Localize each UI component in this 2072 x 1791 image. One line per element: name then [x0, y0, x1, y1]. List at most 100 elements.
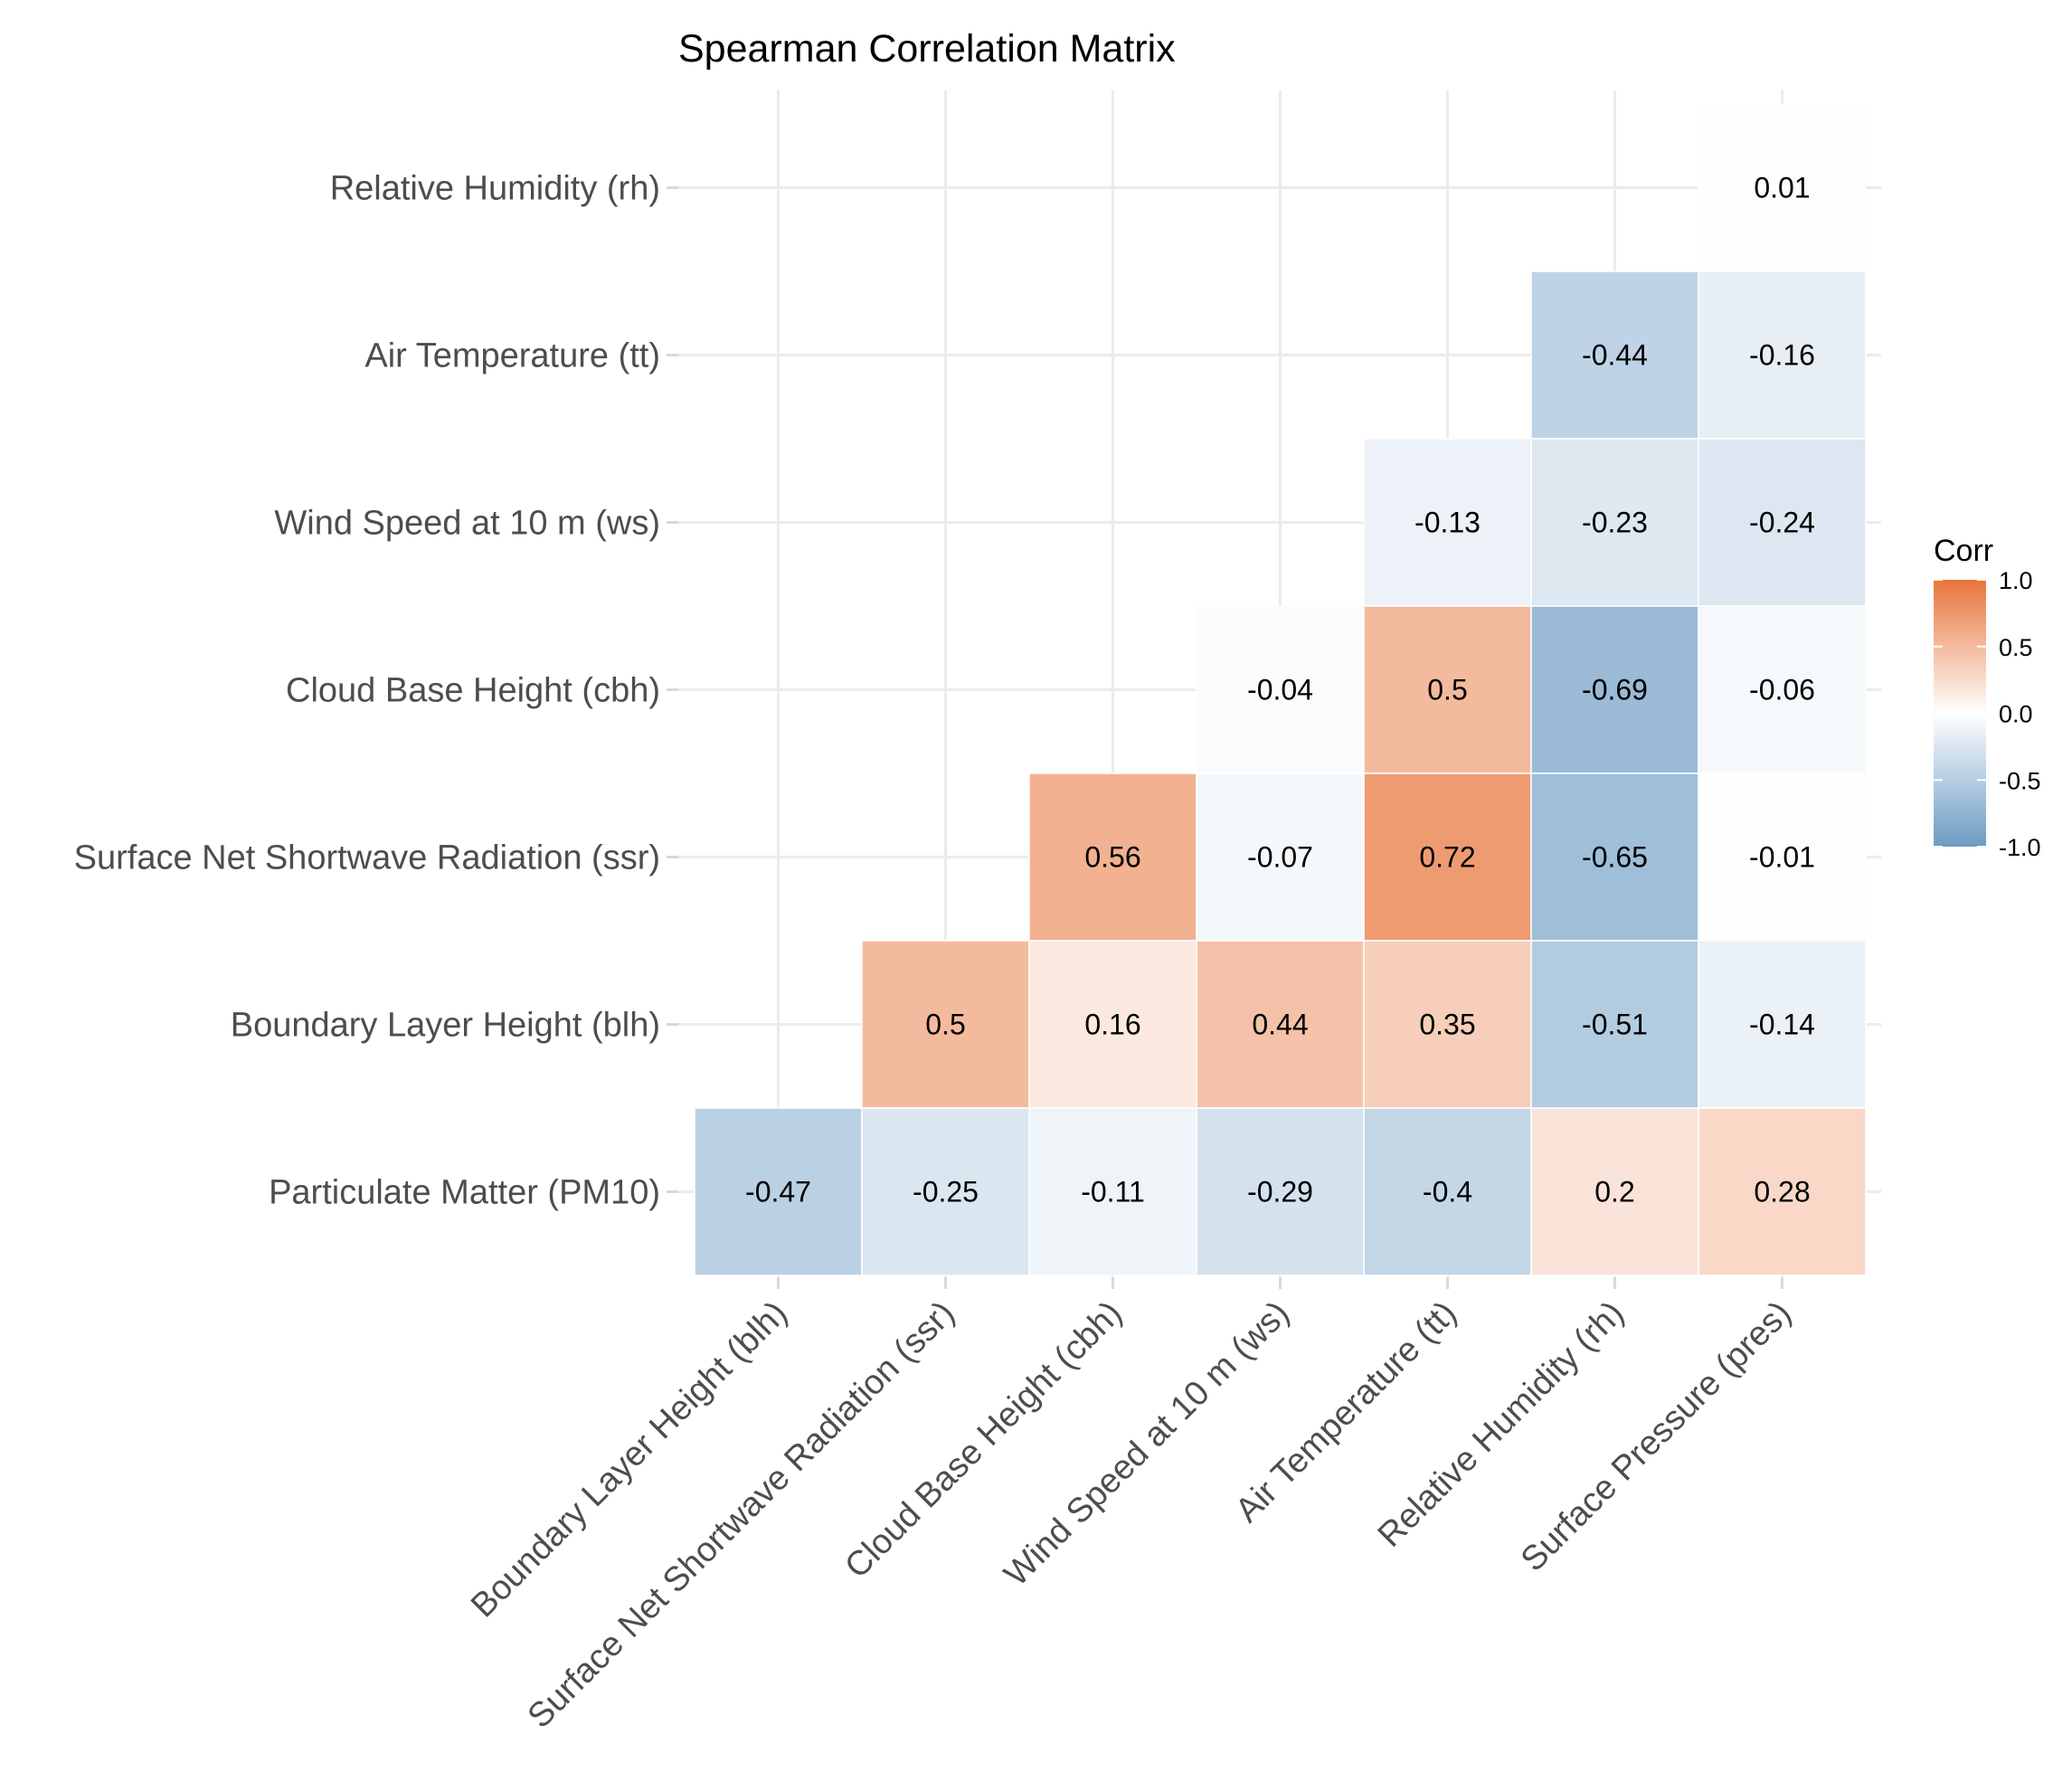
x-axis-label: Boundary Layer Height (blh) — [464, 1294, 795, 1625]
heatmap-cell-fill — [1028, 940, 1197, 1109]
legend-tick-label: 0.0 — [1999, 701, 2033, 728]
heatmap-cell-fill — [1028, 1107, 1197, 1276]
heatmap-cell: -0.65 — [1530, 772, 1699, 942]
heatmap-cells: 0.01 -0.44 -0.16 -0.13 -0.23 -0.24 -0.04 0.5 -0.… — [694, 103, 1867, 1276]
heatmap-cell-label: 0.44 — [1252, 1009, 1308, 1041]
y-axis-label: Boundary Layer Height (blh) — [231, 1007, 660, 1045]
y-axis-label: Relative Humidity (rh) — [330, 170, 660, 208]
heatmap-cell-label: 0.72 — [1419, 841, 1475, 874]
heatmap-cell: 0.5 — [861, 940, 1030, 1109]
heatmap-cell: -0.4 — [1363, 1107, 1532, 1276]
heatmap-cell-label: 0.2 — [1594, 1176, 1634, 1208]
heatmap-cell: -0.07 — [1196, 772, 1365, 942]
y-axis-labels: Relative Humidity (rh) Air Temperature (t… — [74, 170, 660, 1212]
x-axis-label: Cloud Base Height (cbh) — [837, 1294, 1129, 1586]
heatmap-cell: -0.14 — [1698, 940, 1867, 1109]
heatmap-cell: 0.72 — [1363, 772, 1532, 942]
heatmap-cell-label: 0.5 — [925, 1009, 965, 1041]
heatmap-cell: -0.06 — [1698, 605, 1867, 774]
y-axis-label: Air Temperature (tt) — [364, 337, 660, 375]
x-axis-label: Surface Pressure (pres) — [1514, 1294, 1799, 1579]
heatmap-cell: -0.51 — [1530, 940, 1699, 1109]
heatmap-cell: -0.11 — [1028, 1107, 1197, 1276]
heatmap-cell-label: -0.06 — [1749, 674, 1815, 706]
heatmap-cell: 0.44 — [1196, 940, 1365, 1109]
y-axis-label: Cloud Base Height (cbh) — [286, 672, 660, 710]
heatmap-cell-fill — [1698, 1107, 1867, 1276]
heatmap-cell-fill — [1363, 772, 1532, 942]
heatmap-cell-fill — [1363, 1107, 1532, 1276]
heatmap-cell: 0.5 — [1363, 605, 1532, 774]
x-axis-label: Wind Speed at 10 m (ws) — [998, 1294, 1297, 1594]
heatmap-cell: -0.16 — [1698, 270, 1867, 440]
heatmap-cell-fill — [1698, 438, 1867, 607]
heatmap-cell-fill — [1698, 940, 1867, 1109]
heatmap-cell: -0.13 — [1363, 438, 1532, 607]
heatmap-cell-fill — [1196, 605, 1365, 774]
y-axis-label: Wind Speed at 10 m (ws) — [274, 505, 660, 543]
heatmap-cell-label: -0.51 — [1582, 1009, 1648, 1041]
heatmap-cell: 0.2 — [1530, 1107, 1699, 1276]
heatmap-cell-label: 0.5 — [1427, 674, 1467, 706]
heatmap-cell: -0.23 — [1530, 438, 1699, 607]
heatmap-cell-fill — [1530, 605, 1699, 774]
heatmap-cell-label: -0.23 — [1582, 507, 1648, 539]
heatmap-cell-label: -0.65 — [1582, 841, 1648, 874]
heatmap-cell-fill — [861, 940, 1030, 1109]
legend-tick-label: 0.5 — [1999, 634, 2033, 661]
heatmap-cell-fill — [1698, 772, 1867, 942]
legend-title: Corr — [1934, 534, 1993, 568]
heatmap-cell-label: -0.69 — [1582, 674, 1648, 706]
heatmap-cell: -0.47 — [694, 1107, 863, 1276]
heatmap-cell-label: -0.16 — [1749, 339, 1815, 372]
heatmap-cell-label: -0.44 — [1582, 339, 1648, 372]
legend-tick-label: -0.5 — [1999, 767, 2041, 794]
heatmap-cell: -0.01 — [1698, 772, 1867, 942]
axis-ticks — [667, 186, 1783, 1289]
heatmap-cell-label: -0.24 — [1749, 507, 1815, 539]
heatmap-cell: -0.25 — [861, 1107, 1030, 1276]
heatmap-cell-label: 0.16 — [1084, 1009, 1140, 1041]
heatmap-cell-label: 0.28 — [1754, 1176, 1810, 1208]
heatmap-cell: 0.56 — [1028, 772, 1197, 942]
x-axis-labels: Boundary Layer Height (blh)Surface Net S… — [464, 1294, 1799, 1736]
heatmap-cell-fill — [861, 1107, 1030, 1276]
heatmap-cell-label: -0.11 — [1081, 1176, 1145, 1208]
heatmap-cell-fill — [1698, 605, 1867, 774]
heatmap-cell-label: -0.01 — [1749, 841, 1815, 874]
heatmap-cell-label: 0.01 — [1754, 172, 1810, 204]
heatmap-cell: -0.24 — [1698, 438, 1867, 607]
heatmap-cell: -0.29 — [1196, 1107, 1365, 1276]
chart-title: Spearman Correlation Matrix — [678, 27, 1176, 71]
heatmap-cell-label: 0.56 — [1084, 841, 1140, 874]
heatmap-cell-label: -0.29 — [1247, 1176, 1313, 1208]
heatmap-cell-fill — [1530, 270, 1699, 440]
heatmap-cell-fill — [1698, 103, 1867, 272]
heatmap-cell-fill — [1698, 270, 1867, 440]
heatmap-cell-fill — [694, 1107, 863, 1276]
heatmap-cell-label: -0.47 — [745, 1176, 811, 1208]
heatmap-cell-fill — [1363, 438, 1532, 607]
heatmap-cell-label: -0.4 — [1423, 1176, 1472, 1208]
heatmap-cell: -0.44 — [1530, 270, 1699, 440]
heatmap-cell-fill — [1196, 1107, 1365, 1276]
heatmap-cell-fill — [1363, 605, 1532, 774]
heatmap-cell: -0.04 — [1196, 605, 1365, 774]
heatmap-cell: 0.01 — [1698, 103, 1867, 272]
heatmap-cell-label: -0.04 — [1247, 674, 1313, 706]
heatmap-cell-fill — [1196, 772, 1365, 942]
heatmap-cell: -0.69 — [1530, 605, 1699, 774]
heatmap-cell-fill — [1363, 940, 1532, 1109]
legend-tick-label: -1.0 — [1999, 834, 2041, 861]
heatmap-cell-label: 0.35 — [1419, 1009, 1475, 1041]
heatmap-cell-label: -0.07 — [1247, 841, 1313, 874]
heatmap-cell-label: -0.14 — [1749, 1009, 1815, 1041]
legend: Corr 1.0 0.5 0.0 -0.5 -1.0 — [1934, 534, 2041, 861]
y-axis-label: Surface Net Shortwave Radiation (ssr) — [74, 839, 660, 877]
heatmap-cell-fill — [1028, 772, 1197, 942]
heatmap-cell-label: -0.25 — [913, 1176, 979, 1208]
heatmap-cell: 0.16 — [1028, 940, 1197, 1109]
legend-tick-label: 1.0 — [1999, 567, 2033, 594]
